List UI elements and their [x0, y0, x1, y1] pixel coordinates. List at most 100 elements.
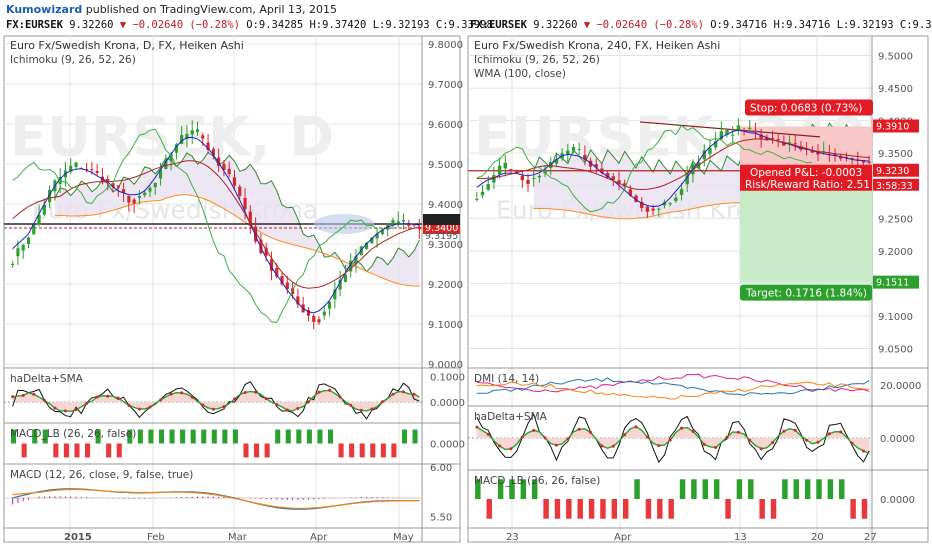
hadelta-dot — [95, 395, 99, 399]
macd-lb-bar — [306, 429, 312, 444]
y-tick-label: 9.3000 — [428, 240, 463, 251]
candle-body — [174, 144, 178, 153]
candle-body — [622, 183, 627, 187]
candle-body — [158, 169, 163, 179]
candle-body — [322, 311, 326, 316]
candle-body — [685, 173, 689, 185]
macd-lb-bar — [577, 499, 583, 519]
hadelta-dot — [759, 447, 763, 451]
candle-body — [668, 203, 672, 205]
candle-body — [497, 165, 502, 175]
senkou-span-b — [54, 194, 420, 287]
left-symbol[interactable]: FX:EURSEK — [6, 19, 63, 31]
right-last-price: 9.32260 — [533, 19, 578, 31]
right-chart[interactable]: 9.50009.45009.40009.35009.30009.25009.20… — [467, 35, 929, 543]
kijun-sen — [12, 160, 420, 289]
candle-body — [111, 183, 115, 188]
hline-label-box — [423, 214, 460, 225]
hadelta-dot — [566, 437, 570, 441]
macd-lb-bar — [137, 429, 143, 444]
hadelta-dot — [702, 442, 706, 446]
hadelta-sma — [476, 426, 870, 454]
hadelta-dot — [589, 430, 593, 434]
hadelta-dot — [634, 425, 638, 429]
publish-line: Kumowizard published on TradingView.com,… — [6, 3, 337, 16]
candle-body — [566, 150, 570, 155]
candle-body — [554, 159, 559, 164]
left-change: ▼ −0.02640 (−0.28%) — [119, 19, 240, 31]
candle-body — [480, 191, 485, 196]
candle-body — [180, 135, 184, 144]
candle-body — [816, 152, 820, 155]
y-tick-label: 9.1000 — [428, 320, 463, 331]
hadelta-dot — [714, 446, 718, 450]
candle-body — [787, 142, 792, 144]
oscillator-area — [476, 426, 870, 454]
candle-body — [95, 171, 99, 173]
candle-body — [577, 148, 581, 150]
candle-body — [333, 289, 337, 300]
hadelta-dot — [623, 433, 627, 437]
macd-lb-bar — [497, 479, 504, 499]
hadelta-dot — [861, 449, 865, 453]
x-tick-label: Mar — [228, 532, 248, 543]
candle-body — [730, 134, 735, 136]
macd-lb-bar — [543, 499, 549, 519]
candle-body — [380, 229, 384, 235]
macd-lb-bar — [861, 499, 868, 519]
macd-lb-bar — [264, 443, 270, 458]
stop-label-group: Stop: 0.0683 (0.73%) — [745, 99, 873, 116]
candle-body — [269, 259, 274, 271]
candle-body — [11, 263, 15, 265]
candle-body — [16, 248, 20, 257]
y-tick-label: 9.8000 — [428, 40, 463, 51]
candle-body — [243, 197, 247, 210]
hadelta-dot — [554, 443, 558, 447]
indicator-label: Ichimoku (9, 26, 52, 26) — [10, 54, 136, 66]
candle-body — [264, 247, 268, 256]
macd-lb-bar — [713, 479, 720, 499]
macd-lb-bar — [296, 429, 302, 444]
y-tick-label: 9.2500 — [878, 214, 913, 225]
hadelta-dot — [306, 400, 310, 404]
macd-lb-bar — [486, 499, 492, 519]
macd-lb-bar — [770, 499, 777, 519]
hadelta-dot — [264, 397, 268, 401]
hadelta-dot — [657, 444, 661, 448]
left-chart[interactable]: 9.8000 9.7000 9.6000 9.5000 9.4000 9.3000 9.20… — [3, 35, 465, 543]
candle-body — [48, 189, 52, 203]
candle-body — [412, 224, 416, 226]
countdown-label: 3:58:33 — [876, 181, 913, 192]
hadelta-dot — [668, 438, 672, 442]
macd-lb-bar — [391, 443, 397, 458]
indicator-label: Ichimoku (9, 26, 52, 26) — [474, 54, 600, 66]
macd-lb-bar — [42, 429, 48, 444]
macd-lb-bar — [554, 499, 561, 519]
right-symbol-header: FX:EURSEK 9.32260 ▼ −0.02640 (−0.28%) O:… — [470, 19, 932, 31]
axis-price-box — [873, 163, 919, 177]
candle-body — [708, 147, 712, 154]
right-symbol[interactable]: FX:EURSEK — [470, 19, 527, 31]
macd-lb-bar — [148, 429, 154, 444]
hadelta-dot — [839, 430, 843, 434]
candle-body — [222, 163, 226, 170]
x-tick-label: 20 — [811, 532, 824, 543]
candle-body — [285, 282, 289, 289]
candle-body — [736, 125, 741, 131]
author-name[interactable]: Kumowizard — [6, 3, 83, 16]
hadelta-dot — [243, 390, 247, 394]
macd-lb-bar — [520, 479, 527, 499]
candle-body — [850, 157, 854, 160]
candle-body — [306, 310, 311, 316]
hadelta-dot — [736, 430, 740, 434]
candle-body — [520, 175, 525, 181]
candle-body — [571, 146, 576, 151]
candle-body — [32, 224, 36, 235]
hadelta-dot — [137, 407, 141, 411]
hadelta-dot — [11, 395, 15, 399]
axis-price-box — [873, 275, 919, 289]
hadelta-dot — [328, 388, 332, 392]
candle-body — [640, 201, 644, 208]
macd-lb-bar — [702, 479, 709, 499]
